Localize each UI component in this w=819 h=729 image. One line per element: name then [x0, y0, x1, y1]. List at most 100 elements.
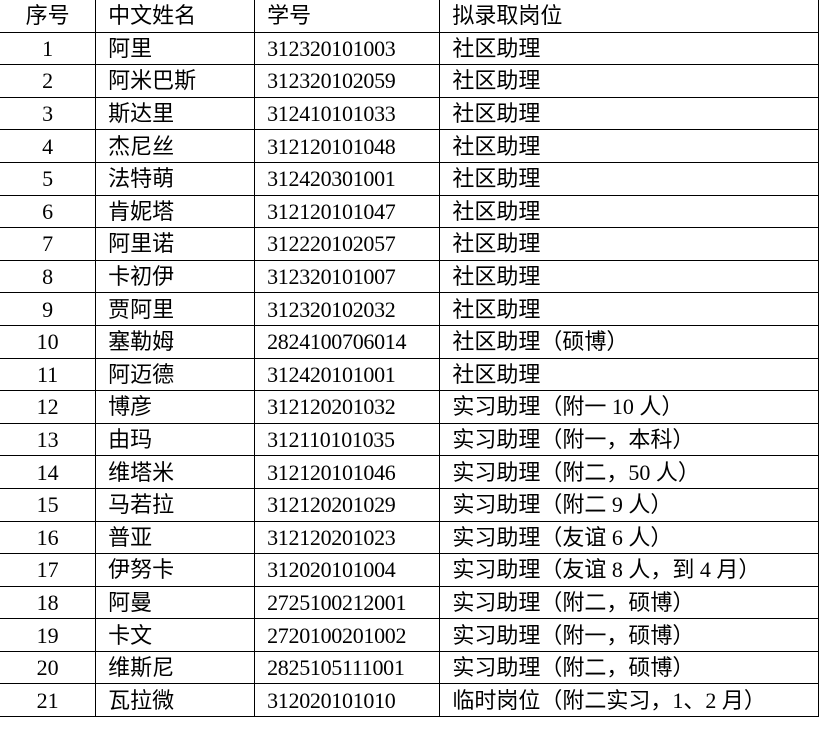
- header-student-id: 学号: [254, 0, 441, 33]
- cell-student-id: 312020101010: [254, 683, 441, 718]
- table-header-row: 序号 中文姓名 学号 拟录取岗位: [0, 0, 819, 33]
- cell-name: 阿曼: [95, 585, 256, 620]
- table-row: 15 马若拉 312120201029 实习助理（附二 9 人）: [0, 487, 819, 522]
- cell-name: 博彦: [95, 390, 256, 424]
- cell-name: 马若拉: [95, 487, 256, 522]
- cell-student-id: 312120101047: [254, 194, 441, 229]
- cell-position: 实习助理（附二 9 人）: [439, 487, 819, 522]
- cell-position: 社区助理: [439, 64, 819, 98]
- cell-index: 12: [0, 390, 97, 424]
- cell-position: 社区助理: [439, 129, 819, 163]
- cell-student-id: 2725100212001: [254, 585, 441, 620]
- cell-student-id: 312020101004: [254, 553, 441, 587]
- cell-student-id: 312120201032: [254, 390, 441, 424]
- cell-student-id: 312110101035: [254, 422, 441, 457]
- cell-index: 8: [0, 259, 97, 294]
- table-row: 13 由玛 312110101035 实习助理（附一，本科）: [0, 422, 819, 457]
- cell-position: 社区助理: [439, 96, 819, 131]
- table-row: 6 肯妮塔 312120101047 社区助理: [0, 194, 819, 229]
- cell-position: 社区助理: [439, 194, 819, 229]
- table-row: 12 博彦 312120201032 实习助理（附一 10 人）: [0, 390, 819, 424]
- table-row: 16 普亚 312120201023 实习助理（友谊 6 人）: [0, 520, 819, 555]
- cell-position: 社区助理: [439, 259, 819, 294]
- cell-index: 7: [0, 227, 97, 261]
- cell-student-id: 2824100706014: [254, 324, 441, 359]
- cell-index: 15: [0, 487, 97, 522]
- cell-name: 法特萌: [95, 161, 256, 196]
- cell-position: 社区助理（硕博）: [439, 324, 819, 359]
- cell-name: 阿里: [95, 31, 256, 66]
- table-row: 7 阿里诺 312220102057 社区助理: [0, 227, 819, 261]
- cell-index: 21: [0, 683, 97, 718]
- table-row: 3 斯达里 312410101033 社区助理: [0, 96, 819, 131]
- cell-name: 由玛: [95, 422, 256, 457]
- cell-student-id: 312410101033: [254, 96, 441, 131]
- cell-position: 临时岗位（附二实习，1、2 月）: [439, 683, 819, 718]
- table-row: 18 阿曼 2725100212001 实习助理（附二，硕博）: [0, 585, 819, 620]
- table-row: 21 瓦拉微 312020101010 临时岗位（附二实习，1、2 月）: [0, 683, 819, 718]
- cell-position: 社区助理: [439, 357, 819, 392]
- cell-student-id: 312120201029: [254, 487, 441, 522]
- cell-student-id: 312120101046: [254, 455, 441, 489]
- table-row: 2 阿米巴斯 312320102059 社区助理: [0, 64, 819, 98]
- table-row: 14 维塔米 312120101046 实习助理（附二，50 人）: [0, 455, 819, 489]
- cell-name: 阿米巴斯: [95, 64, 256, 98]
- header-position: 拟录取岗位: [439, 0, 819, 33]
- cell-name: 杰尼丝: [95, 129, 256, 163]
- cell-name: 卡文: [95, 618, 256, 652]
- cell-name: 肯妮塔: [95, 194, 256, 229]
- cell-name: 阿迈德: [95, 357, 256, 392]
- cell-student-id: 312320101007: [254, 259, 441, 294]
- cell-index: 9: [0, 292, 97, 326]
- cell-student-id: 312420301001: [254, 161, 441, 196]
- cell-index: 20: [0, 650, 97, 685]
- table-row: 20 维斯尼 2825105111001 实习助理（附二，硕博）: [0, 650, 819, 685]
- cell-name: 贾阿里: [95, 292, 256, 326]
- table-row: 8 卡初伊 312320101007 社区助理: [0, 259, 819, 294]
- cell-name: 塞勒姆: [95, 324, 256, 359]
- cell-student-id: 2825105111001: [254, 650, 441, 685]
- cell-index: 2: [0, 64, 97, 98]
- cell-name: 普亚: [95, 520, 256, 555]
- cell-position: 实习助理（友谊 8 人，到 4 月）: [439, 553, 819, 587]
- cell-position: 社区助理: [439, 31, 819, 66]
- cell-index: 3: [0, 96, 97, 131]
- cell-name: 卡初伊: [95, 259, 256, 294]
- cell-student-id: 2720100201002: [254, 618, 441, 652]
- cell-position: 实习助理（附一，硕博）: [439, 618, 819, 652]
- cell-index: 1: [0, 31, 97, 66]
- cell-name: 伊努卡: [95, 553, 256, 587]
- cell-index: 10: [0, 324, 97, 359]
- cell-position: 实习助理（附一，本科）: [439, 422, 819, 457]
- header-index: 序号: [0, 0, 97, 33]
- cell-name: 维塔米: [95, 455, 256, 489]
- cell-index: 14: [0, 455, 97, 489]
- cell-index: 18: [0, 585, 97, 620]
- cell-student-id: 312420101001: [254, 357, 441, 392]
- cell-position: 实习助理（附一 10 人）: [439, 390, 819, 424]
- cell-index: 16: [0, 520, 97, 555]
- cell-index: 19: [0, 618, 97, 652]
- cell-student-id: 312220102057: [254, 227, 441, 261]
- table-row: 11 阿迈德 312420101001 社区助理: [0, 357, 819, 392]
- cell-name: 阿里诺: [95, 227, 256, 261]
- cell-index: 13: [0, 422, 97, 457]
- cell-position: 实习助理（附二，硕博）: [439, 650, 819, 685]
- cell-position: 社区助理: [439, 227, 819, 261]
- cell-student-id: 312320102059: [254, 64, 441, 98]
- cell-index: 11: [0, 357, 97, 392]
- cell-index: 4: [0, 129, 97, 163]
- cell-position: 社区助理: [439, 292, 819, 326]
- table-row: 1 阿里 312320101003 社区助理: [0, 31, 819, 66]
- cell-position: 实习助理（附二，硕博）: [439, 585, 819, 620]
- cell-index: 5: [0, 161, 97, 196]
- cell-student-id: 312320102032: [254, 292, 441, 326]
- cell-name: 斯达里: [95, 96, 256, 131]
- cell-name: 瓦拉微: [95, 683, 256, 718]
- table-row: 19 卡文 2720100201002 实习助理（附一，硕博）: [0, 618, 819, 652]
- cell-position: 实习助理（友谊 6 人）: [439, 520, 819, 555]
- cell-student-id: 312120101048: [254, 129, 441, 163]
- cell-index: 6: [0, 194, 97, 229]
- table-row: 5 法特萌 312420301001 社区助理: [0, 161, 819, 196]
